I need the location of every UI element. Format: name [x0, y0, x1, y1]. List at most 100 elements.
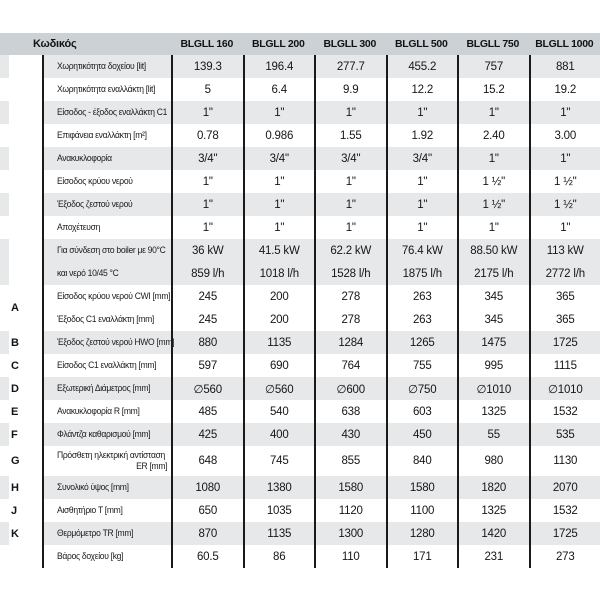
- cell-value: 1 ½": [457, 170, 529, 193]
- row-label-text: Είσοδος κρύου νερού: [57, 176, 133, 187]
- cell-value: 455.2: [385, 55, 457, 78]
- table-row: E Ανακυκλοφορία R [mm] 485 540 638 603 1325 153…: [0, 400, 600, 423]
- cell-value: 859 l/h: [171, 262, 243, 285]
- table-row: Έξοδος ζεστού νερού 1" 1" 1" 1" 1 ½" 1 ½": [0, 193, 600, 216]
- row-label-text: Έξοδος ζεστού νερού HWO [mm]: [57, 337, 175, 348]
- row-label-text: Εξωτερική Διάμετρος [mm]: [57, 383, 151, 394]
- cell-value: 1300: [314, 522, 386, 545]
- cell-value: 200: [242, 308, 314, 331]
- cell-value: 1": [457, 147, 529, 170]
- cell-value: 597: [171, 354, 243, 377]
- row-letter-gutter: [0, 239, 42, 285]
- table-header-row: Κωδικός BLGLL 160 BLGLL 200 BLGLL 300 BLGLL…: [0, 33, 600, 55]
- header-model-cell: BLGLL 200: [251, 38, 305, 50]
- row-label-text: Είσοδος κρύου νερού CWI [mm]: [57, 291, 171, 302]
- row-letter-gutter: [0, 78, 42, 101]
- row-label: Συνολικό ύψος [mm]: [42, 476, 171, 499]
- cell-value: 36 kW: [171, 239, 243, 262]
- cell-value: 1": [171, 170, 243, 193]
- cell-value: 12.2: [385, 78, 457, 101]
- row-letter-gutter: [0, 55, 42, 78]
- table-row: A Είσοδος κρύου νερού CWI [mm] 245 200 278 26…: [0, 285, 600, 331]
- cell-value: 1": [314, 101, 386, 124]
- header-model-cell: BLGLL 300: [323, 38, 377, 50]
- cell-value: 1725: [528, 331, 600, 354]
- cell-value: 277.7: [314, 55, 386, 78]
- row-label-text: Χωρητικότητα δοχείου [lit]: [57, 61, 146, 72]
- row-letter-gutter: [0, 124, 42, 147]
- cell-value: 1532: [528, 499, 600, 522]
- cell-value: 648: [171, 446, 243, 476]
- cell-value: 1": [385, 193, 457, 216]
- cell-value: 1080: [171, 476, 243, 499]
- cell-value: 881: [528, 55, 600, 78]
- table-row: Επιφάνεια εναλλάκτη [m²] 0.78 0.986 1.55 1.9…: [0, 124, 600, 147]
- row-label: Ανακυκλοφορία: [42, 147, 171, 170]
- table-row: K Θερμόμετρο TR [mm] 870 1135 1300 1280 1420 17…: [0, 522, 600, 545]
- row-letter-gutter: G: [0, 446, 42, 476]
- row-label: Πρόσθετη ηλεκτρική αντίσταση ER [mm]: [42, 446, 171, 476]
- cell-value: 1": [528, 147, 600, 170]
- cell-value: 450: [385, 423, 457, 446]
- cell-value: 263: [385, 285, 457, 308]
- table-row: B Έξοδος ζεστού νερού HWO [mm] 880 1135 1284…: [0, 331, 600, 354]
- row-letter-gutter: [0, 193, 42, 216]
- row-letter-gutter: B: [0, 331, 42, 354]
- row-letter: H: [11, 481, 19, 494]
- cell-value: 1380: [242, 476, 314, 499]
- spec-table: Κωδικός BLGLL 160 BLGLL 200 BLGLL 300 BLGLL…: [0, 33, 600, 568]
- row-label: Φλάντζα καθαρισμού [mm]: [42, 423, 171, 446]
- table-row: Αποχέτευση 1" 1" 1" 1" 1" 1": [0, 216, 600, 239]
- cell-value: 55: [457, 423, 529, 446]
- row-label-text: Αισθητήριο T [mm]: [57, 505, 123, 516]
- cell-value: 690: [242, 354, 314, 377]
- table-row: Ανακυκλοφορία 3/4" 3/4" 3/4" 3/4" 1" 1": [0, 147, 600, 170]
- row-label-text: και νερό 10/45 °C: [57, 268, 119, 279]
- row-label: Επιφάνεια εναλλάκτη [m²]: [42, 124, 171, 147]
- row-letter: J: [11, 504, 18, 517]
- row-letter: F: [11, 428, 18, 441]
- table-row: Για σύνδεση στο boiler με 90°C 36 kW 41.5 …: [0, 239, 600, 285]
- cell-value: 3/4": [171, 147, 243, 170]
- cell-value: 1": [457, 101, 529, 124]
- header-model-cell: BLGLL 160: [180, 38, 234, 50]
- cell-value: 1135: [242, 331, 314, 354]
- cell-value: 1820: [457, 476, 529, 499]
- row-letter-gutter: [0, 147, 42, 170]
- cell-value: 400: [242, 423, 314, 446]
- row-label: Χωρητικότητα εναλλάκτη [lit]: [42, 78, 171, 101]
- row-letter-gutter: E: [0, 400, 42, 423]
- cell-value: 15.2: [457, 78, 529, 101]
- row-letter-gutter: [0, 216, 42, 239]
- row-letter: A: [11, 302, 19, 314]
- cell-value: 1725: [528, 522, 600, 545]
- cell-value: 1265: [385, 331, 457, 354]
- cell-value: 855: [314, 446, 386, 476]
- row-label: Είσοδος C1 εναλλάκτη [mm]: [42, 354, 171, 377]
- cell-value: 245: [171, 285, 243, 308]
- cell-value: 540: [242, 400, 314, 423]
- cell-value: 880: [171, 331, 243, 354]
- table-row: F Φλάντζα καθαρισμού [mm] 425 400 430 450 55 53…: [0, 423, 600, 446]
- cell-value: 62.2 kW: [314, 239, 386, 262]
- cell-value: 0.986: [242, 124, 314, 147]
- row-label-text: Φλάντζα καθαρισμού [mm]: [57, 429, 151, 440]
- row-label: Ανακυκλοφορία R [mm]: [42, 400, 171, 423]
- row-label: Για σύνδεση στο boiler με 90°C: [42, 239, 171, 262]
- cell-value: 650: [171, 499, 243, 522]
- row-label: Έξοδος ζεστού νερού: [42, 193, 171, 216]
- cell-value: 41.5 kW: [242, 239, 314, 262]
- cell-value: 6.4: [242, 78, 314, 101]
- cell-value: 755: [385, 354, 457, 377]
- row-letter: D: [11, 382, 19, 395]
- cell-value: ∅560: [171, 377, 243, 400]
- cell-value: 1018 l/h: [242, 262, 314, 285]
- table-body: Χωρητικότητα δοχείου [lit] 139.3 196.4 277.…: [0, 55, 600, 568]
- table-row: Χωρητικότητα δοχείου [lit] 139.3 196.4 277.…: [0, 55, 600, 78]
- cell-value: 60.5: [171, 545, 243, 568]
- table-row: C Είσοδος C1 εναλλάκτη [mm] 597 690 764 755 99…: [0, 354, 600, 377]
- table-row: D Εξωτερική Διάμετρος [mm] ∅560 ∅560 ∅600 ∅75…: [0, 377, 600, 400]
- cell-value: 1": [457, 216, 529, 239]
- row-sublabel-text: ER [mm]: [136, 461, 168, 472]
- cell-value: 1325: [457, 400, 529, 423]
